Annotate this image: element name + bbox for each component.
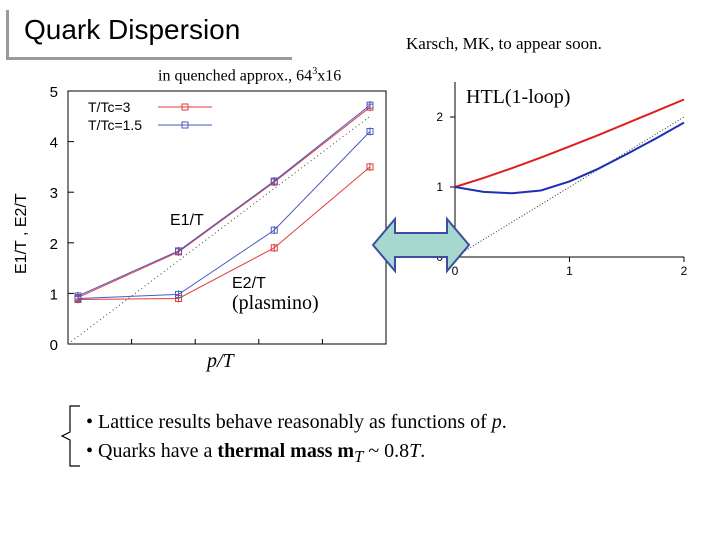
y-tick-label: 3 [50,185,58,202]
subtitle-text: in quenched approx., 643x16 [158,66,341,85]
legend-marker [181,103,189,111]
lattice-chart: 0 1 2 3 4 5 E1/T , E2/T T/Tc=3 T/Tc=1.5 E1/T E2/T [13,84,387,354]
series-label-e2: E2/T [232,275,266,292]
data-point [270,244,278,252]
legend-label: T/Tc=3 [88,99,131,115]
bullet-2-T: T [409,440,421,462]
htl-x-tick-label: 1 [566,264,573,278]
y-tick-label: 4 [50,135,58,152]
bullet-2-m: m [332,440,355,462]
series-line [77,131,371,299]
data-point [366,163,374,171]
plasmino-label: (plasmino) [232,292,319,314]
htl-series-line [454,98,685,188]
y-axis-label: E1/T , E2/T [13,193,30,274]
htl-x-tick-label: 2 [681,264,688,278]
series-line [77,104,371,297]
data-point [175,290,183,298]
bullet-1-text: • Lattice results behave reasonably as f… [86,411,492,433]
data-point [366,101,374,109]
bullet-2-bold: thermal mass [217,440,333,462]
htl-series-line [454,121,685,195]
x-axis-label: p/T [207,350,234,372]
subtitle-sup: 3 [312,66,318,77]
data-point [366,127,374,135]
title-bracket [6,10,9,60]
bullet-2: • Quarks have a thermal mass mT ~ 0.8T. [86,437,507,471]
subtitle-suffix: x16 [317,67,342,85]
y-tick-label: 0 [50,337,58,354]
data-point [175,247,183,255]
y-tick-label: 2 [50,236,58,253]
plot-frame [67,90,387,345]
bullet-1-end: . [501,411,507,433]
bullet-list: • Lattice results behave reasonably as f… [86,408,507,471]
bullet-1: • Lattice results behave reasonably as f… [86,408,507,437]
data-point [270,177,278,185]
data-point [270,226,278,234]
legend-marker [181,121,189,129]
series-line [77,106,371,298]
series-label-e1: E1/T [170,212,204,229]
series-line [77,166,371,300]
bullet-2-text: • Quarks have a [86,440,218,462]
bullet-brace [60,405,80,467]
double-arrow [371,216,471,274]
bullet-2-approx: ~ 0.8 [363,440,410,462]
slide-title: Quark Dispersion [24,14,241,45]
credit-text: Karsch, MK, to appear soon. [406,34,602,53]
htl-lightcone [454,116,685,258]
title-underline [6,57,292,60]
data-point [74,294,82,302]
htl-title: HTL(1-loop) [464,86,573,109]
htl-x-tick-label: 0 [452,264,459,278]
htl-y-tick-label: 2 [436,110,443,124]
legend-label: T/Tc=1.5 [88,117,142,133]
htl-y-tick-label: 1 [436,180,443,194]
y-tick-label: 5 [50,84,58,101]
bullet-1-p: p [491,411,502,433]
bullet-2-end: . [420,440,426,462]
subtitle-prefix: in quenched approx., 64 [158,67,313,85]
y-tick-label: 1 [50,286,58,303]
bullet-2-sub: T [354,447,364,466]
